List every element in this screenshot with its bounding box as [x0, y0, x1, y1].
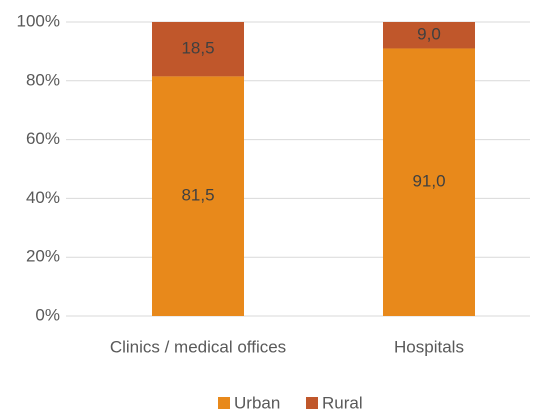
legend-swatch: [306, 397, 318, 409]
bar-segment: [383, 22, 475, 49]
y-tick-label: 80%: [26, 70, 60, 89]
data-label: 81,5: [181, 186, 214, 205]
data-label: 9,0: [417, 25, 441, 44]
bar-segment: [152, 22, 244, 77]
y-tick-label: 100%: [17, 11, 60, 30]
data-label: 18,5: [181, 39, 214, 58]
data-label: 91,0: [412, 172, 445, 191]
legend-swatch: [218, 397, 230, 409]
legend-label: Urban: [234, 393, 280, 412]
x-tick-label: Clinics / medical offices: [110, 337, 286, 356]
y-tick-label: 60%: [26, 129, 60, 148]
y-tick-label: 40%: [26, 188, 60, 207]
y-tick-label: 20%: [26, 247, 60, 266]
x-tick-label: Hospitals: [394, 337, 464, 356]
y-tick-label: 0%: [35, 305, 60, 324]
bar-segment: [383, 48, 475, 317]
legend-label: Rural: [322, 393, 363, 412]
bar-segment: [152, 76, 244, 316]
